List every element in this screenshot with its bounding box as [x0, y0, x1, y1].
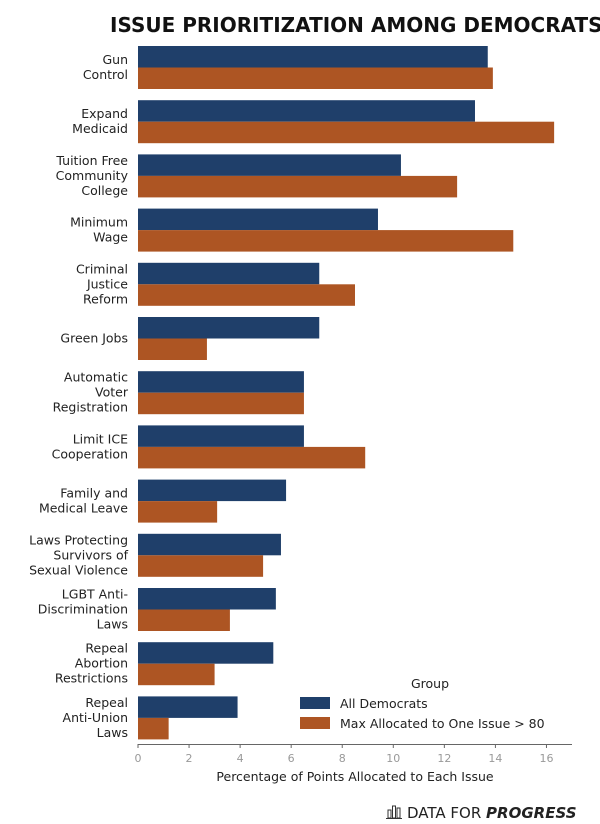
bar-all-democrats-1: [138, 100, 475, 122]
bar-all-democrats-11: [138, 642, 274, 664]
bar-max-allocated-5: [138, 338, 207, 360]
bar-max-allocated-9: [138, 555, 264, 577]
category-label: Laws Protecting Survivors of Sexual Violen…: [29, 532, 128, 577]
bar-max-allocated-10: [138, 609, 230, 631]
category-label: Limit ICE Cooperation: [52, 431, 129, 461]
category-label: Automatic Voter Registration: [53, 370, 129, 415]
legend-title: Group: [411, 676, 449, 691]
bar-all-democrats-2: [138, 154, 401, 176]
chart-title: ISSUE PRIORITIZATION AMONG DEMOCRATS: [110, 13, 600, 37]
bar-all-democrats-9: [138, 533, 281, 556]
bar-all-democrats-12: [138, 696, 238, 718]
brand-logo: DATA FOR PROGRESS: [386, 804, 577, 822]
bar-all-democrats-0: [138, 46, 488, 68]
svg-text:DATA FOR PROGRESS: DATA FOR PROGRESS: [407, 804, 577, 822]
bar-max-allocated-2: [138, 175, 458, 198]
bar-all-democrats-6: [138, 371, 304, 393]
bar-max-allocated-0: [138, 67, 493, 89]
category-label: Minimum Wage: [70, 215, 128, 245]
category-label: Repeal Abortion Restrictions: [55, 641, 128, 686]
x-tick-label: 2: [186, 752, 193, 765]
x-tick-label: 10: [386, 752, 400, 765]
bar-all-democrats-10: [138, 588, 276, 610]
brand-prefix: DATA FOR: [407, 804, 486, 822]
bar-max-allocated-1: [138, 121, 555, 144]
x-tick-label: 12: [437, 752, 451, 765]
x-tick-label: 8: [339, 752, 346, 765]
bar-max-allocated-3: [138, 230, 514, 252]
category-label: Gun Control: [83, 52, 128, 82]
category-label: Repeal Anti-Union Laws: [63, 695, 128, 740]
bar-all-democrats-4: [138, 262, 320, 285]
x-tick-label: 16: [539, 752, 553, 765]
x-tick-label: 4: [237, 752, 244, 765]
category-label: Tuition Free Community College: [55, 153, 128, 198]
legend-swatch-0: [300, 697, 330, 709]
legend-swatch-1: [300, 717, 330, 729]
bar-all-democrats-3: [138, 208, 378, 231]
x-tick-label: 6: [288, 752, 295, 765]
legend-label-1: Max Allocated to One Issue > 80: [340, 716, 545, 731]
bar-max-allocated-6: [138, 392, 304, 415]
bar-all-democrats-8: [138, 479, 287, 502]
category-label: Family and Medical Leave: [39, 486, 128, 516]
category-label: Criminal Justice Reform: [76, 261, 128, 306]
bar-max-allocated-4: [138, 284, 355, 306]
category-label: Expand Medicaid: [72, 106, 128, 136]
bar-chart-icon: [386, 805, 402, 819]
x-axis-label: Percentage of Points Allocated to Each I…: [216, 769, 493, 784]
bar-max-allocated-12: [138, 717, 169, 740]
bar-max-allocated-7: [138, 446, 366, 469]
brand-emphasis: PROGRESS: [486, 804, 576, 822]
x-tick-label: 14: [488, 752, 502, 765]
x-tick-label: 0: [135, 752, 142, 765]
category-label: Green Jobs: [60, 331, 128, 346]
bar-all-democrats-5: [138, 317, 320, 339]
bar-all-democrats-7: [138, 425, 304, 447]
legend-label-0: All Democrats: [340, 696, 428, 711]
bar-max-allocated-8: [138, 501, 218, 523]
category-label: LGBT Anti-Discrimination Laws: [38, 587, 128, 632]
legend: Group All Democrats Max Allocated to One I…: [300, 676, 545, 731]
bar-max-allocated-11: [138, 663, 215, 686]
